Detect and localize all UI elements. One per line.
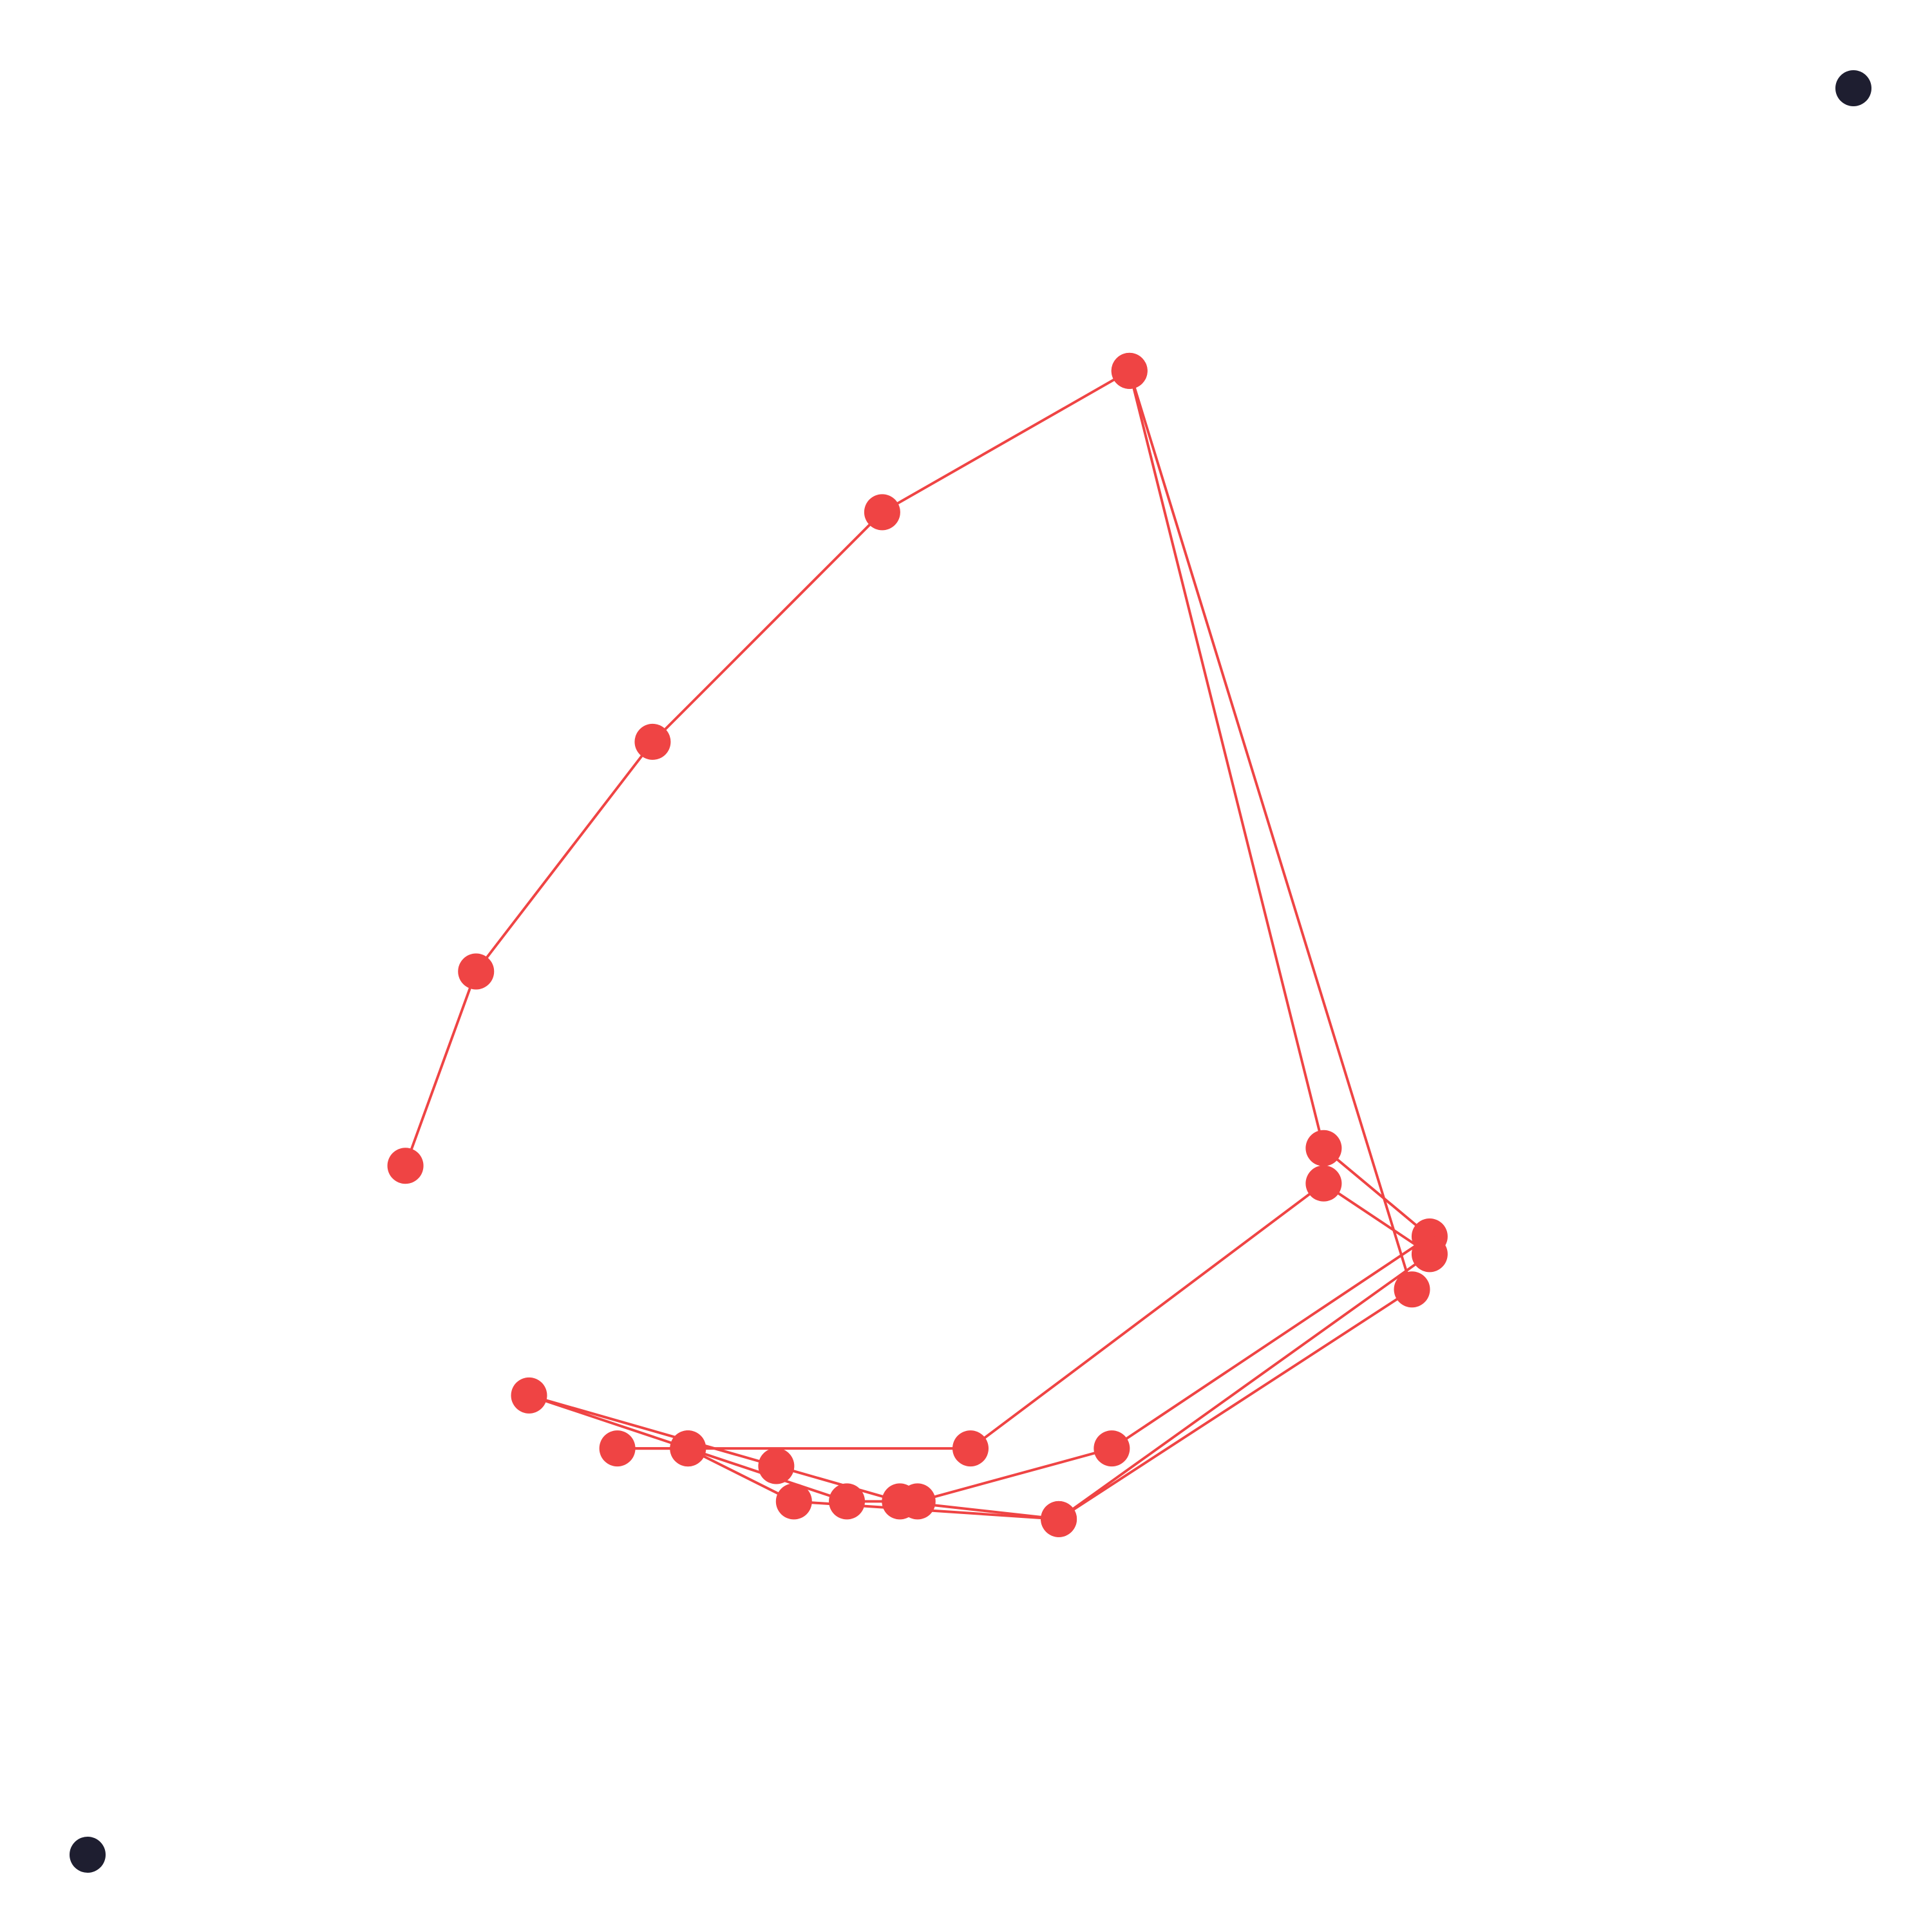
- series-line-segment: [475, 740, 654, 973]
- data-point: [1394, 1271, 1430, 1308]
- series-line-segment: [687, 1447, 795, 1503]
- series-line-segment: [1128, 369, 1325, 1150]
- series-line-segment: [1057, 1253, 1431, 1520]
- series-lines: [404, 369, 1431, 1520]
- data-point: [758, 1448, 795, 1484]
- data-point: [952, 1430, 989, 1467]
- series-line-segment: [775, 1464, 902, 1503]
- series-line-segment: [651, 511, 884, 743]
- corner-marker: [70, 1837, 106, 1873]
- data-point: [670, 1430, 706, 1467]
- data-point: [829, 1483, 866, 1520]
- data-point: [511, 1377, 547, 1414]
- corner-markers: [70, 70, 1871, 1873]
- data-point: [1041, 1501, 1077, 1537]
- corner-marker: [1835, 70, 1871, 106]
- data-point: [387, 1148, 424, 1184]
- data-point: [775, 1483, 812, 1520]
- data-point: [882, 1483, 918, 1520]
- data-point: [1411, 1236, 1448, 1273]
- series-line-segment: [527, 1394, 778, 1468]
- data-point: [599, 1430, 636, 1467]
- data-point: [1305, 1165, 1342, 1202]
- data-point: [634, 723, 671, 760]
- series-line-segment: [1057, 1288, 1414, 1520]
- series-line-segment: [880, 369, 1131, 514]
- data-point: [864, 494, 900, 531]
- series-line-segment: [1322, 1146, 1431, 1238]
- data-point: [1111, 352, 1148, 389]
- data-point: [1094, 1430, 1130, 1467]
- series-line-segment: [404, 970, 478, 1168]
- data-point: [458, 953, 495, 990]
- data-point: [1305, 1130, 1342, 1166]
- series-points: [387, 352, 1448, 1537]
- series-line-segment: [916, 1447, 1113, 1503]
- series-line-segment: [527, 1394, 690, 1450]
- series-line-segment: [1128, 369, 1414, 1291]
- series-line-segment: [1322, 1182, 1431, 1256]
- series-line-segment: [1110, 1235, 1431, 1450]
- series-line-segment: [969, 1182, 1325, 1450]
